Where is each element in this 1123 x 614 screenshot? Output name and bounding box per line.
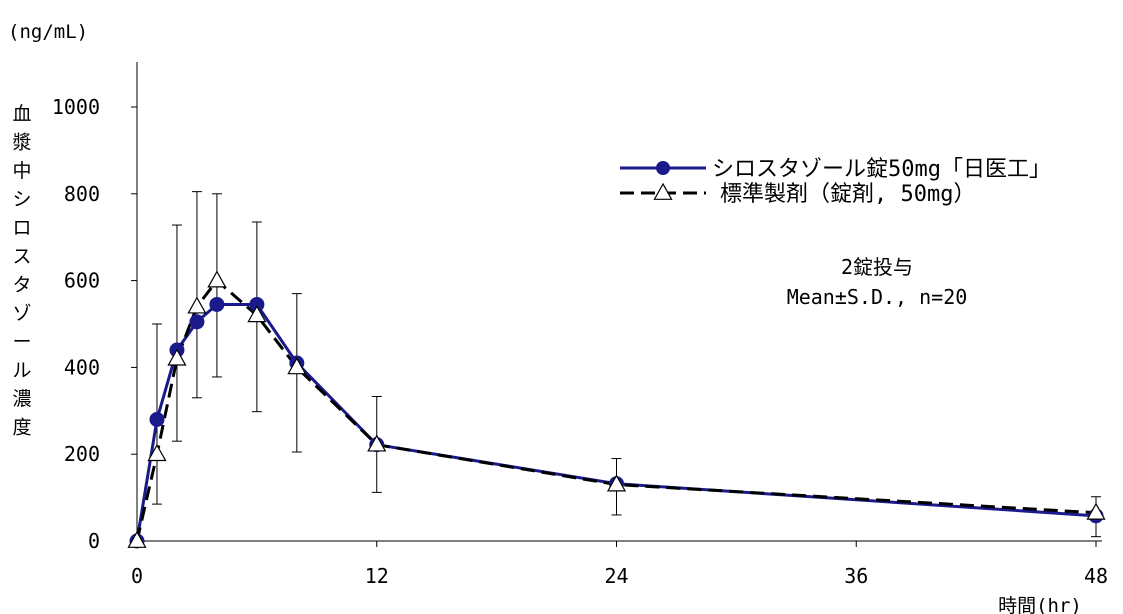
- legend-marker-test: [656, 161, 670, 175]
- data-point-test: [149, 411, 165, 427]
- x-tick-labels: 0 12 24 36 48: [131, 564, 1108, 588]
- data-point-test: [189, 314, 205, 330]
- y-axis-title: 血漿中シロスタゾール濃度: [12, 103, 31, 439]
- data-point-reference: [1086, 502, 1106, 520]
- x-tick-label: 0: [131, 564, 143, 588]
- y-tick-label: 400: [64, 355, 100, 379]
- data-point-reference: [606, 474, 627, 492]
- data-point-reference: [187, 296, 207, 314]
- y-axis-title-text: 血漿中シロスタゾール濃度: [12, 103, 31, 439]
- data-point-reference: [207, 270, 227, 288]
- data-point-reference: [147, 443, 167, 462]
- annotation-line: Mean±S.D., n=20: [787, 285, 968, 309]
- x-tick-label: 24: [604, 564, 628, 588]
- y-tick-label: 600: [64, 269, 100, 293]
- y-tick-label: 800: [64, 182, 100, 206]
- data-point-test: [209, 296, 225, 312]
- y-tick-label: 0: [88, 529, 100, 553]
- y-tick-label: 200: [64, 442, 100, 466]
- data-point-reference: [127, 530, 147, 548]
- series-lines: [135, 278, 1097, 542]
- legend-label-test: シロスタゾール錠50mg「日医工」: [712, 157, 1051, 182]
- series-line-test: [135, 302, 1097, 542]
- x-tick-label: 48: [1084, 564, 1108, 588]
- data-point-reference: [367, 434, 387, 452]
- annotation-line: 2錠投与: [841, 255, 913, 279]
- x-tick-label: 12: [365, 564, 389, 588]
- legend: シロスタゾール錠50mg「日医工」標準製剤（錠剤, 50mg）: [620, 157, 1051, 207]
- series-line-reference: [135, 278, 1097, 542]
- x-axis-title: 時間(hr): [998, 595, 1082, 614]
- legend-marker-reference: [653, 182, 673, 200]
- data-point-reference: [287, 357, 307, 375]
- data-point-reference: [247, 305, 267, 323]
- series-markers: [127, 270, 1106, 549]
- y-tick-label: 1000: [52, 95, 100, 119]
- legend-label-reference: 標準製剤（錠剤, 50mg）: [720, 182, 975, 207]
- data-point-reference: [167, 348, 187, 366]
- x-tick-label: 36: [844, 564, 868, 588]
- y-unit-label: (ng/mL): [8, 21, 88, 43]
- plot-axes: [131, 62, 1102, 547]
- annotation: 2錠投与 Mean±S.D., n=20: [787, 255, 968, 309]
- y-tick-labels: 0 200 400 600 800 1000: [52, 95, 100, 553]
